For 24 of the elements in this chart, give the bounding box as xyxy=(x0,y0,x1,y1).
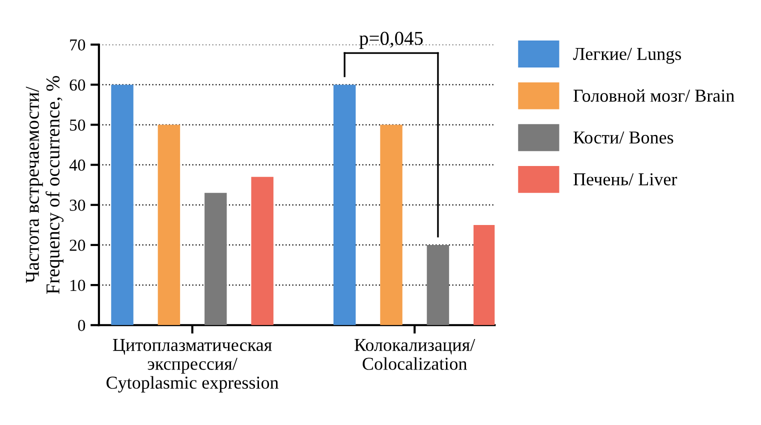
bar xyxy=(380,124,402,326)
bar xyxy=(333,84,356,326)
x-tick-label: Цитоплазматическая экспрессия/ Cytoplasmic expression xyxy=(106,339,279,393)
bar xyxy=(158,124,180,326)
y-tick-label: 60 xyxy=(70,79,86,91)
legend-label: Головной мозг/ Brain xyxy=(574,89,734,102)
y-tick-label: 30 xyxy=(70,200,86,211)
y-tick-label: 20 xyxy=(70,240,86,251)
bar xyxy=(251,176,274,326)
x-tick-label: Колокализация/ Colocalization xyxy=(354,338,476,370)
bar xyxy=(111,84,134,326)
y-tick-label: 50 xyxy=(70,119,86,131)
y-axis-title: Частота встречаемости/ Frequency of occurrence, % xyxy=(26,76,64,294)
bar xyxy=(204,192,227,326)
y-tick-label: 70 xyxy=(70,39,86,51)
y-tick-label: 10 xyxy=(70,280,86,291)
legend-label: Легкие/ Lungs xyxy=(573,48,681,64)
bar xyxy=(426,244,450,326)
y-tick-label: 0 xyxy=(78,320,86,332)
legend-label: Печень/ Liver xyxy=(574,173,678,186)
annotation: p=0,045 xyxy=(359,32,423,49)
y-tick-label: 40 xyxy=(69,160,86,171)
bar xyxy=(474,224,495,326)
legend-label: Кости/ Bones xyxy=(574,132,674,144)
